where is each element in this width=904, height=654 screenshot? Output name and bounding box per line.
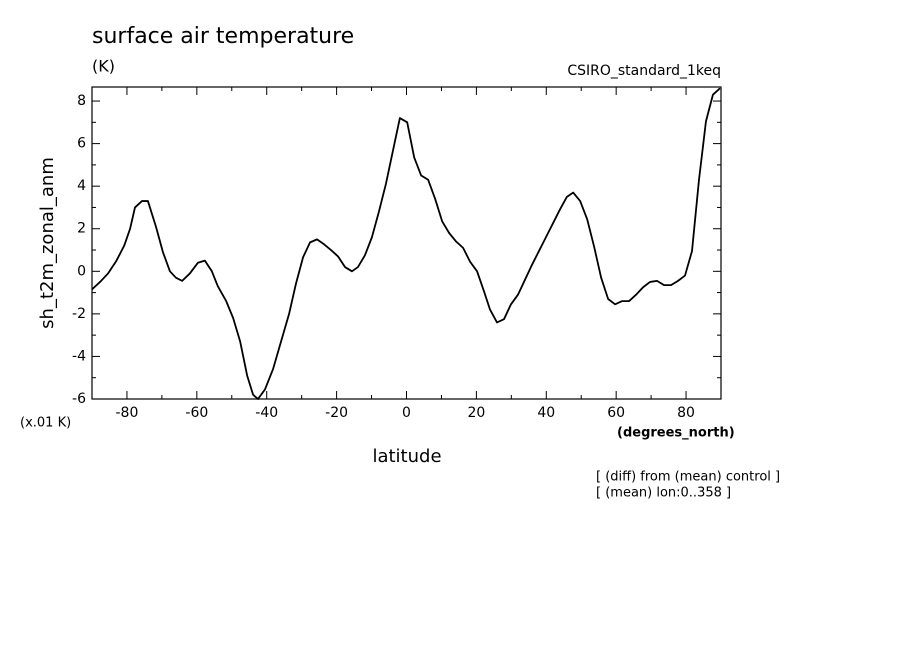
x-tick-label: -60: [185, 405, 208, 421]
x-tick-label: 0: [402, 405, 411, 421]
y-tick-label: -2: [72, 306, 86, 322]
y-tick-label: 4: [77, 178, 86, 194]
y-axis-label: sh_t2m_zonal_anm: [37, 157, 58, 329]
x-tick-label: -40: [255, 405, 278, 421]
y-tick-label: 2: [77, 221, 86, 237]
data-line: [91, 87, 721, 400]
y-tick-label: -4: [72, 348, 86, 364]
note: [ (mean) lon:0..358 ]: [596, 486, 731, 501]
x-axis-label: latitude: [372, 446, 441, 467]
x-tick-label: 60: [607, 405, 625, 421]
chart-subtitle: (K): [92, 57, 115, 76]
y-units: (x.01 K): [20, 416, 71, 431]
x-tick-label: 80: [677, 405, 695, 421]
x-tick-label: -80: [116, 405, 139, 421]
x-tick-label: -20: [325, 405, 348, 421]
note: [ (diff) from (mean) control ]: [596, 470, 780, 485]
y-tick-label: -6: [72, 391, 86, 407]
y-tick-label: 0: [77, 263, 86, 279]
x-tick-label: 20: [467, 405, 485, 421]
dataset-label: CSIRO_standard_1keq: [567, 63, 721, 79]
x-tick-label: 40: [537, 405, 555, 421]
chart-title: surface air temperature: [92, 24, 354, 49]
plot-frame: [91, 86, 722, 400]
x-units: (degrees_north): [617, 426, 735, 441]
y-tick-label: 6: [77, 136, 86, 152]
y-tick-label: 8: [77, 93, 86, 109]
